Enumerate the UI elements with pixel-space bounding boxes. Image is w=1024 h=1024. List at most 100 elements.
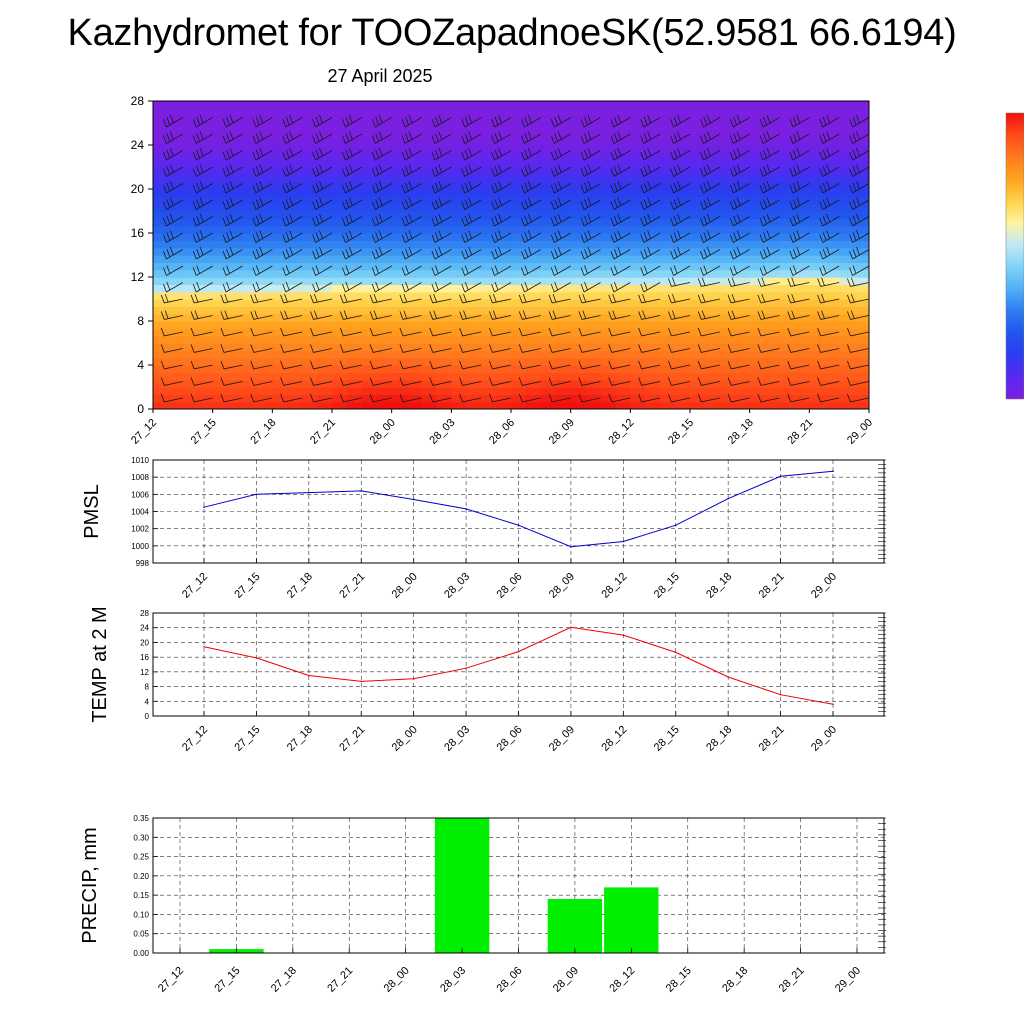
heatmap-cell — [704, 255, 721, 264]
heatmap-cell — [421, 394, 438, 403]
heatmap-cell — [406, 321, 423, 330]
heatmap-cell — [809, 101, 825, 110]
heatmap-cell — [153, 108, 169, 117]
heatmap-cell — [376, 174, 393, 183]
heatmap-cell — [346, 335, 363, 344]
heatmap-cell — [854, 365, 869, 374]
heatmap-cell — [332, 284, 348, 293]
wind-barb — [431, 265, 452, 276]
wind-barb — [610, 114, 631, 128]
heatmap-cell — [600, 387, 617, 396]
heatmap-cell — [227, 365, 244, 374]
heatmap-cell — [496, 306, 512, 315]
heatmap-cell — [391, 313, 408, 322]
heatmap-cell — [555, 357, 572, 366]
wind-barb — [518, 310, 541, 320]
heatmap-cell — [690, 211, 706, 220]
heatmap-cell — [719, 277, 736, 286]
heatmap-cell — [555, 123, 572, 132]
heatmap-cell — [511, 328, 527, 337]
y-tick-label: 0.05 — [133, 930, 149, 939]
heatmap-cell — [690, 284, 706, 293]
heatmap-cell — [525, 152, 542, 161]
heatmap-cell — [734, 174, 751, 183]
heatmap-cell — [302, 123, 318, 132]
heatmap-cell — [794, 225, 811, 234]
heatmap-cell — [779, 365, 796, 374]
heatmap-cell — [540, 262, 557, 271]
heatmap-cell — [153, 167, 169, 176]
heatmap-cell — [466, 321, 482, 330]
heatmap-cell — [854, 372, 869, 381]
wind-barb — [160, 327, 183, 337]
heatmap-cell — [197, 203, 214, 212]
heatmap-cell — [719, 174, 736, 183]
heatmap-cell — [361, 174, 378, 183]
wind-barb — [550, 114, 571, 128]
x-tick-label: 28_15 — [652, 724, 682, 754]
heatmap-cell — [540, 203, 557, 212]
heatmap-cell — [525, 357, 542, 366]
heatmap-cell — [182, 284, 199, 293]
heatmap-cell — [421, 130, 438, 139]
heatmap-cell — [496, 247, 512, 256]
heatmap-cell — [451, 357, 467, 366]
wind-barb — [339, 377, 362, 386]
wind-barb — [192, 230, 213, 243]
heatmap-cell — [690, 115, 706, 124]
heatmap-cell — [451, 321, 467, 330]
heatmap-cell — [690, 247, 706, 256]
heatmap-cell — [525, 255, 542, 264]
heatmap-cell — [257, 159, 274, 168]
wind-barb — [312, 213, 333, 227]
heatmap-cell — [660, 101, 676, 110]
heatmap-cell — [287, 387, 303, 396]
heatmap-cell — [719, 350, 736, 359]
x-tick-label: 28_18 — [726, 417, 756, 447]
heatmap-cell — [332, 379, 348, 388]
heatmap-cell — [287, 262, 303, 271]
heatmap-cell — [555, 284, 572, 293]
wind-barb — [399, 360, 422, 370]
heatmap-cell — [719, 365, 736, 374]
heatmap-cell — [257, 152, 274, 161]
heatmap-cell — [585, 365, 602, 374]
heatmap-cell — [570, 321, 587, 330]
heatmap-cell — [555, 189, 572, 198]
wind-barb — [580, 197, 601, 210]
heatmap-cell — [287, 299, 303, 308]
heatmap-cell — [242, 321, 259, 330]
heatmap-cell — [496, 343, 512, 352]
heatmap-cell — [690, 277, 706, 286]
heatmap-cell — [734, 247, 751, 256]
wind-barb — [192, 213, 213, 227]
wind-barb — [339, 293, 362, 304]
heatmap-cell — [391, 277, 408, 286]
heatmap-cell — [779, 291, 796, 300]
x-tick-label: 28_18 — [704, 724, 734, 754]
heatmap-cell — [704, 145, 721, 154]
heatmap-cell — [734, 115, 751, 124]
heatmap-cell — [675, 284, 691, 293]
heatmap-cell — [764, 284, 781, 293]
heatmap-cell — [704, 130, 721, 139]
wind-barb — [429, 393, 452, 403]
heatmap-cell — [824, 321, 840, 330]
heatmap-cell — [704, 277, 721, 286]
heatmap-cell — [794, 247, 811, 256]
heatmap-cell — [466, 218, 482, 227]
heatmap-cell — [391, 335, 408, 344]
heatmap-cell — [451, 145, 467, 154]
heatmap-cell — [585, 196, 602, 205]
wind-barb — [489, 293, 512, 304]
heatmap-cell — [212, 101, 229, 110]
wind-barb — [160, 310, 183, 320]
y-tick-label: 4 — [145, 697, 150, 706]
heatmap-cell — [511, 101, 527, 110]
wind-barb — [342, 147, 363, 161]
heatmap-cell — [361, 262, 378, 271]
heatmap-cell — [466, 203, 482, 212]
heatmap-cell — [555, 321, 572, 330]
heatmap-cell — [317, 130, 333, 139]
heatmap-cell — [332, 335, 348, 344]
